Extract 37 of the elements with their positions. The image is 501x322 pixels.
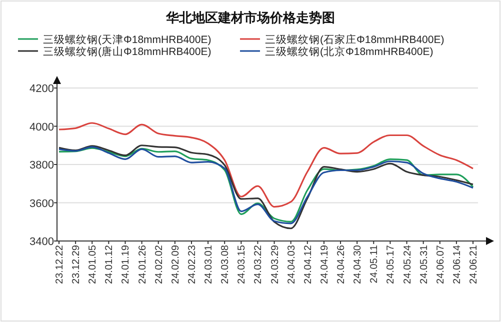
y-tick-label: 4200 bbox=[30, 83, 54, 95]
x-tick-label: 24.03.01 bbox=[204, 244, 215, 284]
x-tick-label: 24.03.22 bbox=[253, 244, 264, 284]
x-tick-label: 24.04.03 bbox=[286, 244, 298, 284]
x-tick-label: 24.04.30 bbox=[352, 244, 364, 284]
x-tick-label: 24.03.08 bbox=[220, 244, 232, 284]
legend-label: 三级螺纹钢(唐山Φ18mmHRB400E) bbox=[43, 45, 212, 58]
x-tick-label: 24.03.15 bbox=[236, 244, 248, 284]
legend-label: 三级螺纹钢(北京Φ18mmHRB400E) bbox=[265, 45, 434, 58]
legend-label: 三级螺纹钢(天津Φ18mmHRB400E) bbox=[43, 33, 212, 46]
x-tick-label: 24.06.14 bbox=[452, 244, 463, 284]
x-tick-label: 24.03.29 bbox=[270, 244, 281, 284]
x-tick-label: 23.12.22 bbox=[54, 244, 66, 284]
x-tick-label: 24.02.02 bbox=[154, 244, 165, 284]
x-tick-label: 24.02.23 bbox=[186, 244, 198, 284]
legend-label: 三级螺纹钢(石家庄Φ18mmHRB400E) bbox=[265, 33, 444, 46]
x-tick-label: 24.04.26 bbox=[336, 244, 348, 284]
x-tick-label: 24.01.26 bbox=[137, 244, 148, 284]
x-tick-label: 24.05.11 bbox=[369, 244, 380, 284]
x-tick-label: 24.02.09 bbox=[170, 244, 182, 284]
y-tick-label: 3800 bbox=[30, 160, 54, 172]
y-tick-label: 3600 bbox=[30, 198, 54, 210]
y-tick-label: 3400 bbox=[30, 236, 54, 248]
line-series bbox=[58, 122, 474, 208]
x-tick-label: 24.01.05 bbox=[88, 244, 99, 284]
x-tick-label: 24.05.24 bbox=[402, 244, 414, 284]
x-tick-label: 24.05.31 bbox=[418, 244, 430, 284]
x-tick-label: 23.12.29 bbox=[71, 244, 82, 284]
x-tick-label: 24.06.21 bbox=[468, 244, 480, 284]
y-tick-label: 4000 bbox=[30, 121, 54, 134]
x-tick-label: 24.01.12 bbox=[104, 244, 116, 284]
x-tick-label: 24.06.07 bbox=[435, 244, 446, 284]
chart-title: 华北地区建材市场价格走势图 bbox=[165, 10, 335, 25]
x-tick-label: 24.04.12 bbox=[302, 244, 314, 284]
x-tick-label: 24.04.19 bbox=[319, 244, 330, 284]
x-tick-label: 24.01.19 bbox=[120, 244, 132, 284]
x-tick-label: 24.05.17 bbox=[386, 244, 397, 284]
